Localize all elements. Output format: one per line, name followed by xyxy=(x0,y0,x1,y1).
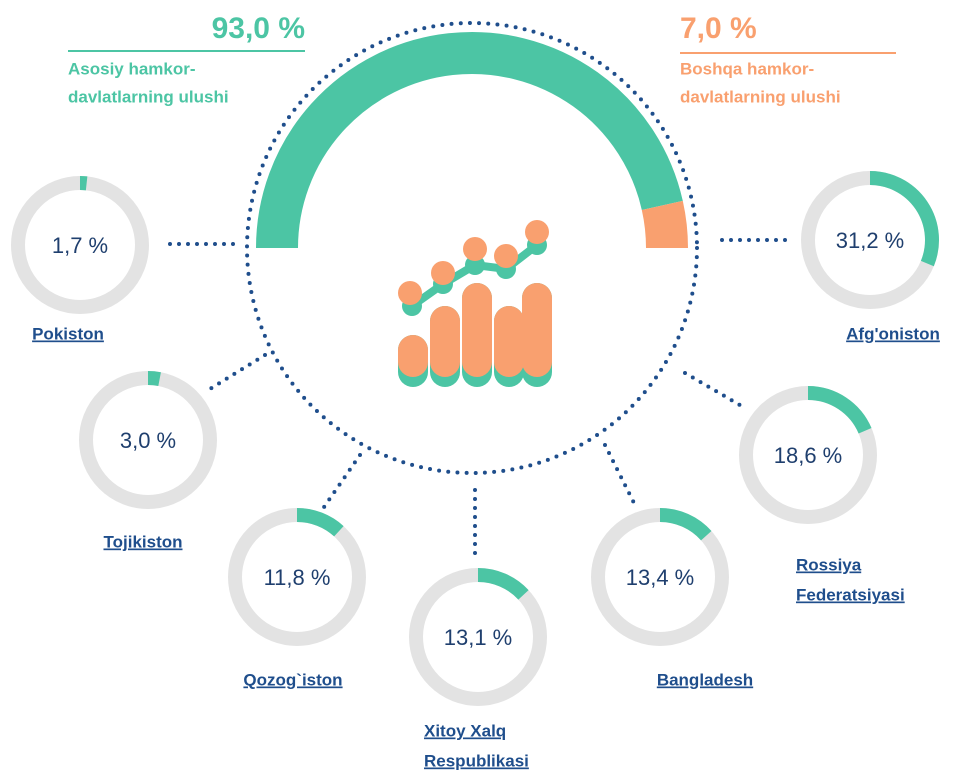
donut-arc xyxy=(477,568,529,600)
connector xyxy=(203,353,267,394)
donut-arc xyxy=(807,386,872,434)
connector xyxy=(683,371,747,410)
share-name: Boshqa hamkor- xyxy=(680,59,814,78)
donut-value: 13,4 % xyxy=(626,565,695,590)
country-link[interactable]: Xitoy Xalq xyxy=(424,721,506,740)
share-name: Asosiy hamkor- xyxy=(68,59,196,78)
connectors xyxy=(168,238,792,557)
share-value: 7,0 % xyxy=(680,12,757,45)
country-link[interactable]: Federatsiyasi xyxy=(796,585,905,604)
donut-value: 31,2 % xyxy=(836,228,905,253)
main-segment xyxy=(641,200,688,249)
donut-arc xyxy=(296,508,344,537)
share-value: 93,0 % xyxy=(212,12,305,45)
donut-value: 18,6 % xyxy=(774,443,843,468)
donut-arc xyxy=(659,508,712,541)
connector xyxy=(603,443,637,507)
donut-value: 11,8 % xyxy=(264,565,331,590)
donut-value: 1,7 % xyxy=(52,233,108,258)
country-link[interactable]: Tojikiston xyxy=(103,532,182,551)
donut-value: 3,0 % xyxy=(120,428,176,453)
country-link[interactable]: Bangladesh xyxy=(657,670,753,689)
country-link[interactable]: Rossiya xyxy=(796,555,862,574)
country-link[interactable]: Qozog`iston xyxy=(243,670,342,689)
main-segment xyxy=(256,32,683,249)
donut-arc xyxy=(869,171,939,267)
donut-arc xyxy=(147,371,161,387)
connector xyxy=(320,453,362,512)
country-link[interactable]: Afg'oniston xyxy=(846,324,940,343)
country-link[interactable]: Respublikasi xyxy=(424,751,529,770)
share-name: davlatlarning ulushi xyxy=(680,87,841,106)
country-link[interactable]: Pokiston xyxy=(32,324,104,343)
chart-icon xyxy=(398,220,552,387)
share-name: davlatlarning ulushi xyxy=(68,87,229,106)
donut-value: 13,1 % xyxy=(444,625,513,650)
dotted-circle xyxy=(245,21,699,475)
